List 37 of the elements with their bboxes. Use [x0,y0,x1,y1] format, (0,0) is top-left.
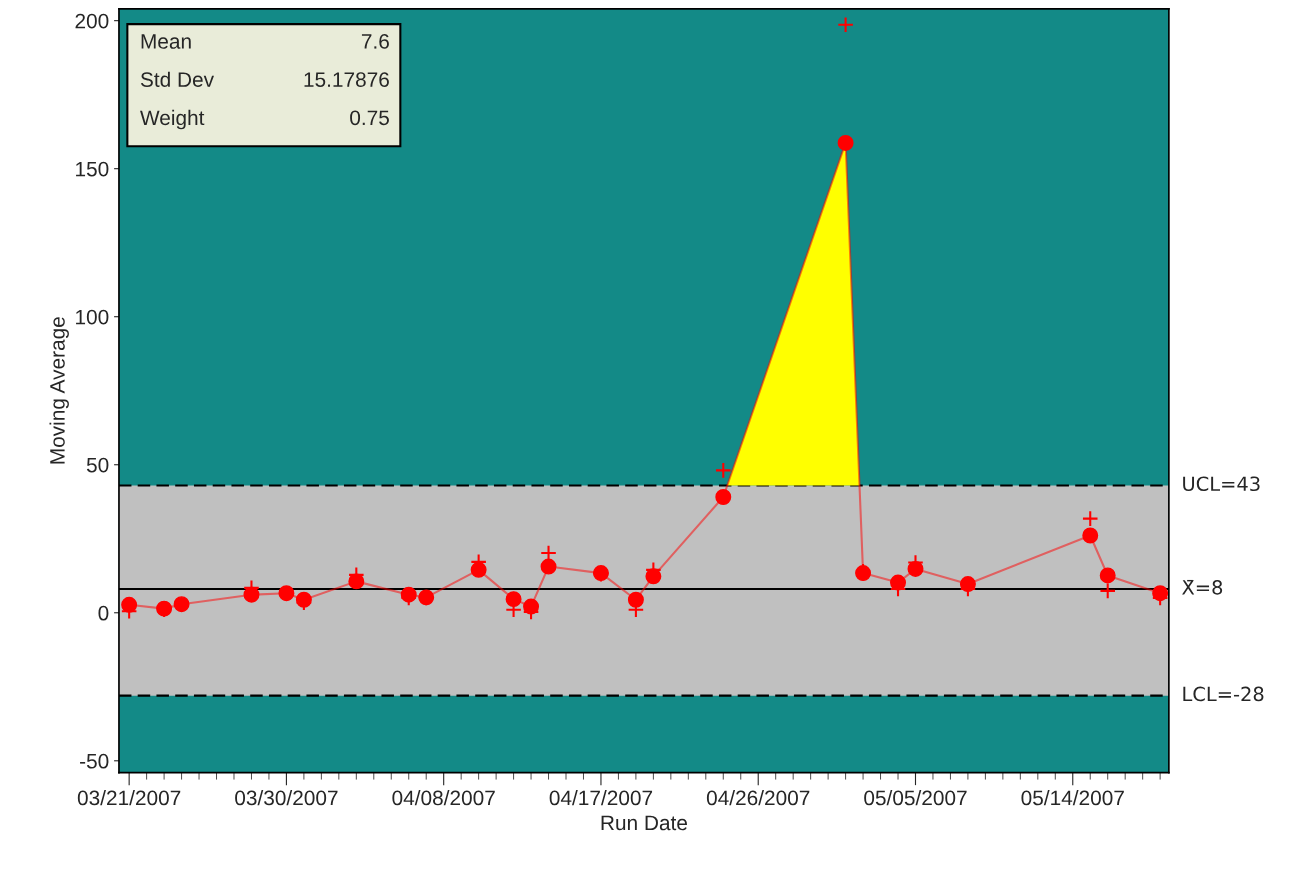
x-tick-label: 05/14/2007 [1021,789,1124,806]
annotation: Weight [140,109,205,130]
annotation: 0.75 [350,110,389,126]
point [627,591,644,608]
point [714,462,732,479]
ref-line-label: X̄=8 [1182,579,1223,595]
annotation: Mean [141,34,191,49]
point [1081,510,1099,527]
point [1082,527,1099,544]
point [278,585,295,602]
x-tick-label: 04/17/2007 [549,789,653,806]
ref-line-label: UCL=43 [1183,476,1260,492]
x-tick-label: 03/30/2007 [235,789,338,806]
x-tick-label: 05/05/2007 [864,789,967,806]
y-tick-label: -50 [80,753,109,769]
annotation: 7.6 [361,34,389,49]
point [1099,567,1116,584]
y-tick-label: 50 [86,457,109,473]
point [505,591,522,608]
x-axis-title: Run Date [601,815,687,831]
ref-line-label: LCL=-28 [1183,686,1264,702]
x-tick-label: 04/08/2007 [392,789,495,806]
point [1099,582,1117,600]
x-tick-label: 03/21/2007 [77,789,181,806]
annotation: Std Dev [140,71,214,87]
y-tick-label: 0 [98,605,109,621]
point [837,16,854,34]
y-axis-title: Moving Average [49,317,69,464]
point [837,134,854,151]
x-tick-label: 04/26/2007 [706,789,810,806]
y-tick-label: 200 [75,13,109,29]
y-tick-label: 100 [76,309,109,325]
point [540,558,557,575]
point [715,489,732,505]
point [173,596,190,613]
y-tick-label: 150 [76,161,109,177]
annotation: 15.17876 [304,72,389,87]
